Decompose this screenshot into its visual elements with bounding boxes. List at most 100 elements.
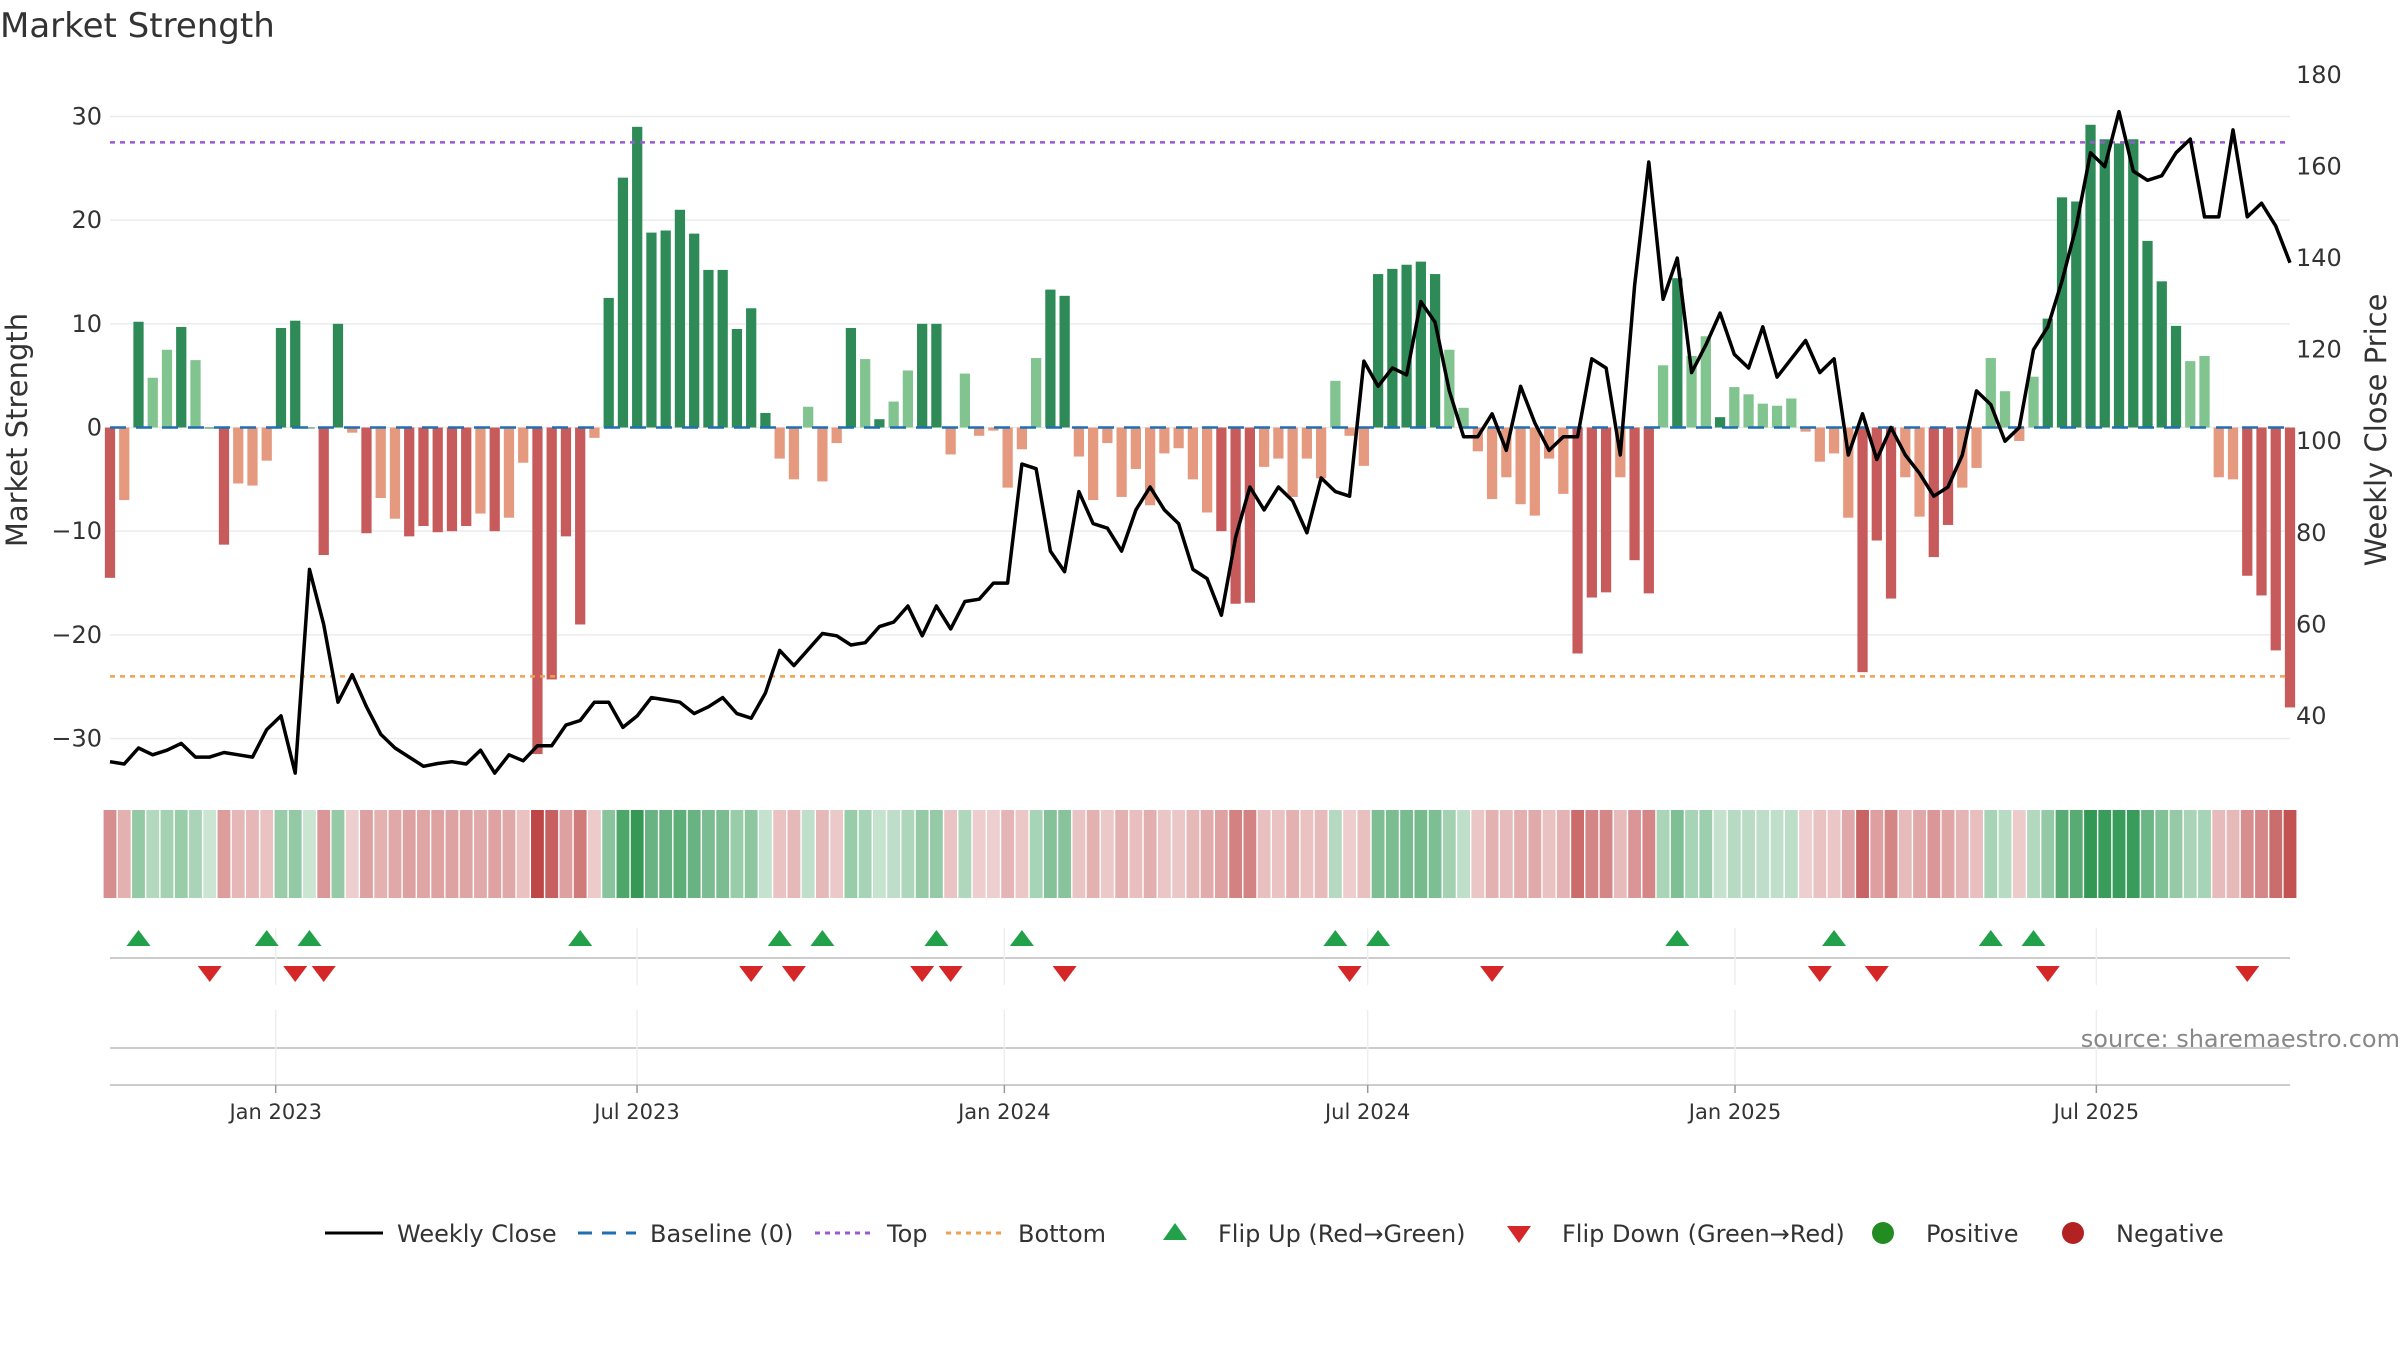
y-axis-ticks: 30 20 10 0 −10 −20 −30 xyxy=(51,102,102,752)
strip-cell xyxy=(474,810,487,898)
strip-cell xyxy=(1343,810,1357,898)
legend-symbol-flip-down xyxy=(1507,1226,1531,1243)
strength-bar xyxy=(1159,427,1170,454)
flip-down-marker xyxy=(1337,966,1362,982)
strip-cell xyxy=(630,810,644,898)
strip-cell xyxy=(117,810,131,898)
x-tick-label: Jan 2025 xyxy=(1687,1100,1782,1124)
legend-label: Baseline (0) xyxy=(650,1220,793,1248)
strip-cell xyxy=(2226,810,2240,898)
strip-cell xyxy=(873,810,886,898)
strip-cell xyxy=(388,810,402,898)
strength-bar xyxy=(589,427,600,438)
flip-up-marker xyxy=(1009,930,1034,946)
strength-bar xyxy=(347,427,358,433)
strip-cell xyxy=(1200,810,1214,898)
strength-bar xyxy=(1757,403,1768,428)
strip-cell xyxy=(588,810,601,898)
strip-cell xyxy=(1471,810,1485,898)
strip-cell xyxy=(1941,810,1955,898)
strip-cell xyxy=(516,810,530,898)
strip-cell xyxy=(1457,810,1471,898)
strength-bar xyxy=(703,269,714,428)
flip-down-marker xyxy=(1480,966,1505,982)
strength-bar xyxy=(760,412,771,428)
strip-cell xyxy=(1913,810,1926,898)
strength-bar xyxy=(475,427,486,514)
flip-down-marker xyxy=(1864,966,1889,982)
strip-cell xyxy=(1428,810,1442,898)
strength-bar xyxy=(318,427,329,556)
strip-cell xyxy=(1514,810,1527,898)
strength-bar xyxy=(147,377,158,428)
y2-tick-label: 60 xyxy=(2296,610,2327,638)
strip-cell xyxy=(716,810,730,898)
strength-bar xyxy=(1643,427,1654,594)
strip-cell xyxy=(445,810,459,898)
strength-bar xyxy=(275,327,287,428)
strength-bar xyxy=(461,427,472,526)
flip-down-marker xyxy=(781,966,806,982)
strip-cell xyxy=(1571,810,1584,898)
strip-cell xyxy=(929,810,943,898)
strip-cell xyxy=(2255,810,2268,898)
strip-cell xyxy=(288,810,302,898)
strength-bar xyxy=(1415,261,1426,428)
y2-axis-ticks: 180 160 140 120 100 80 60 40 xyxy=(2296,61,2342,730)
strip-cell xyxy=(231,810,245,898)
strip-cell xyxy=(1357,810,1371,898)
strength-bar xyxy=(1429,274,1441,428)
strip-cell xyxy=(146,810,160,898)
strength-bar xyxy=(1543,427,1555,459)
strip-cell xyxy=(2240,810,2254,898)
strip-cell xyxy=(1271,810,1285,898)
strength-bar xyxy=(176,326,187,428)
strength-bar xyxy=(1216,427,1227,532)
strength-bar xyxy=(1088,427,1099,501)
strip-cell xyxy=(2141,810,2154,898)
strength-bar xyxy=(1031,358,1042,428)
strength-bar xyxy=(1258,427,1270,467)
reference-lines xyxy=(110,141,2290,678)
strength-bar xyxy=(1572,427,1583,654)
strength-bar xyxy=(2014,427,2025,441)
strip-cell xyxy=(303,810,316,898)
flip-down-marker xyxy=(2035,966,2060,982)
strength-bar xyxy=(1586,427,1597,598)
strip-cell xyxy=(1799,810,1812,898)
strip-cell xyxy=(2084,810,2097,898)
strip-cell xyxy=(2169,810,2183,898)
strength-bar xyxy=(931,323,942,428)
strip-cell xyxy=(1257,810,1271,898)
strip-cell xyxy=(1699,810,1713,898)
flip-down-marker xyxy=(910,966,935,982)
strength-bar xyxy=(1344,427,1355,436)
flip-up-marker xyxy=(1978,930,2003,946)
strip-cell xyxy=(702,810,715,898)
strip-cell xyxy=(132,810,145,898)
grid-lines xyxy=(110,115,2290,740)
strip-cell xyxy=(573,810,587,898)
strength-bar xyxy=(1515,427,1526,505)
legend-label: Positive xyxy=(1926,1220,2019,1248)
strength-bar xyxy=(1828,427,1840,454)
strength-bar xyxy=(845,327,857,428)
strength-bar xyxy=(1857,427,1868,673)
strength-bar xyxy=(2270,427,2281,651)
legend: Weekly Close Baseline (0) Top Bottom Flip Up… xyxy=(325,1220,2224,1248)
strip-cell xyxy=(602,810,616,898)
flip-up-marker xyxy=(126,930,151,946)
strip-cell xyxy=(901,810,915,898)
strip-cell xyxy=(1100,810,1114,898)
strength-bar xyxy=(1672,278,1683,428)
strip-cell xyxy=(103,810,117,898)
flip-up-marker xyxy=(254,930,279,946)
strength-bar xyxy=(2156,281,2167,428)
strip-cell xyxy=(687,810,701,898)
strength-bar xyxy=(361,427,372,534)
strip-cell xyxy=(801,810,815,898)
flip-down-marker xyxy=(739,966,764,982)
strength-bar xyxy=(603,297,614,428)
strip-cell xyxy=(1371,810,1385,898)
flip-up-marker xyxy=(767,930,792,946)
